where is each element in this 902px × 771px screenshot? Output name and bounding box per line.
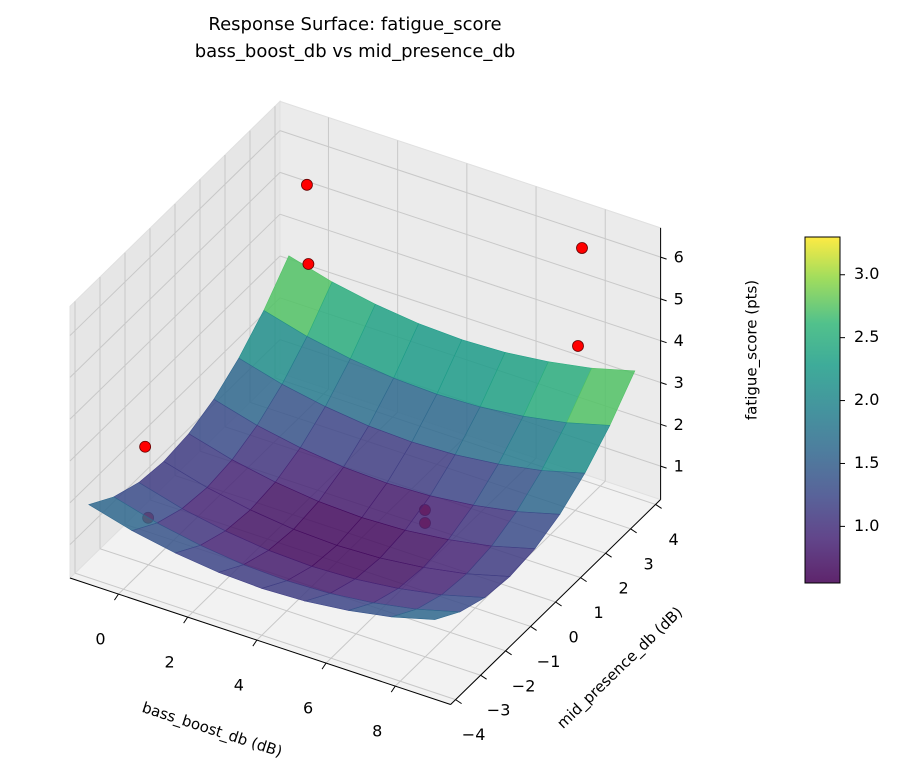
tick-mark — [505, 650, 512, 656]
y-axis-label: mid_presence_db (dB) — [553, 603, 687, 733]
colorbar-tick-label: 3.0 — [854, 264, 879, 283]
tick-mark — [580, 577, 587, 583]
y-tick-label: −3 — [487, 701, 511, 720]
chart-subtitle: bass_boost_db vs mid_presence_db — [195, 41, 516, 62]
grid-line — [279, 130, 661, 258]
tick-mark — [114, 593, 119, 601]
tick-mark — [660, 465, 667, 469]
z-tick-label: 4 — [674, 331, 684, 350]
tick-mark — [555, 601, 562, 607]
x-axis-line — [69, 577, 451, 705]
y-tick-label: 1 — [594, 603, 604, 622]
y-axis-line — [450, 499, 661, 705]
tick-mark — [660, 340, 667, 344]
x-tick-label: 6 — [303, 699, 313, 718]
tick-mark — [605, 552, 612, 558]
grid-line — [69, 255, 281, 462]
grid-line — [99, 548, 481, 676]
x-tick-label: 2 — [165, 653, 175, 672]
tick-mark — [530, 626, 537, 631]
x-axis-label: bass_boost_db (dB) — [140, 698, 285, 761]
grid-line — [69, 172, 281, 378]
tick-mark — [660, 382, 667, 385]
grid-line — [69, 297, 281, 504]
z-tick-label: 2 — [674, 415, 684, 434]
grid-line — [279, 255, 661, 383]
tick-mark — [390, 685, 396, 693]
data-point — [301, 178, 313, 191]
y-tick-label: 3 — [644, 554, 654, 573]
colorbar-tick-label: 1.0 — [854, 516, 879, 535]
tick-mark — [660, 423, 667, 427]
z-tick-label: 5 — [674, 289, 684, 308]
data-point — [139, 440, 152, 453]
tick-mark — [655, 504, 662, 509]
tick-mark — [660, 298, 667, 302]
y-tick-label: −1 — [537, 652, 561, 671]
grid-line — [69, 130, 281, 336]
data-point — [576, 242, 588, 254]
tick-mark — [480, 674, 487, 680]
x-tick-label: 8 — [372, 722, 382, 741]
tick-mark — [252, 639, 258, 647]
colorbar-tick-label: 1.5 — [854, 453, 879, 472]
tick-mark — [321, 662, 327, 670]
tick-mark — [660, 256, 667, 260]
z-axis-label: fatigue_score (pts) — [743, 280, 762, 420]
y-tick-label: −2 — [512, 676, 536, 695]
y-tick-label: 2 — [619, 579, 629, 598]
chart-title: Response Surface: fatigue_score — [208, 14, 501, 35]
x-tick-label: 0 — [95, 630, 105, 649]
surface-patch — [391, 608, 460, 620]
grid-line — [74, 572, 456, 701]
data-point — [302, 258, 315, 270]
y-tick-label: −4 — [462, 725, 486, 744]
z-tick-label: 1 — [674, 457, 684, 476]
y-tick-label: 0 — [569, 628, 579, 647]
y-tick-label: 4 — [669, 530, 679, 549]
grid-line — [69, 213, 281, 420]
grid-line — [279, 213, 661, 342]
data-point — [572, 340, 584, 352]
tick-mark — [455, 699, 462, 705]
z-tick-label: 3 — [674, 373, 684, 392]
x-tick-label: 4 — [234, 676, 244, 695]
z-tick-label: 6 — [674, 248, 684, 267]
grid-line — [279, 171, 661, 300]
colorbar-tick-label: 2.0 — [854, 390, 879, 409]
tick-mark — [183, 616, 189, 624]
tick-mark — [630, 528, 637, 534]
colorbar-tick-label: 2.5 — [854, 327, 879, 346]
colorbar — [804, 236, 841, 584]
